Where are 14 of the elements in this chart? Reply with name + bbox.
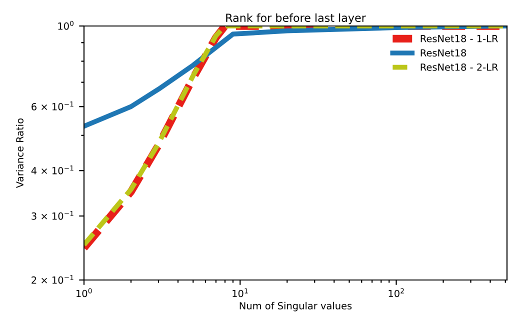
x-tick-label: 10$^{2}$ [388,288,404,298]
x-axis-title: Num of Singular values [240,302,352,312]
y-tick-label: 2 × 10$^{−1}$ [32,274,74,284]
y-tick-label: 4 × 10$^{−1}$ [31,166,74,174]
chart-title: Rank for before last layer [226,13,366,24]
x-tick-label: 10$^{1}$ [232,288,248,298]
y-tick-label: 3 × 10$^{−1}$ [32,210,74,220]
legend-label: ResNet18 [420,49,466,57]
y-tick-label: 6 × 10$^{−1}$ [32,102,74,110]
legend-label: ResNet18 - 1-LR [420,34,498,42]
legend-label: ResNet18 - 2-LR [420,63,498,71]
x-tick-label: 10$^{0}$ [76,288,92,298]
y-axis-title: Variance Ratio [16,118,24,188]
y-tick-label: 10$^{0}$ [58,20,74,30]
